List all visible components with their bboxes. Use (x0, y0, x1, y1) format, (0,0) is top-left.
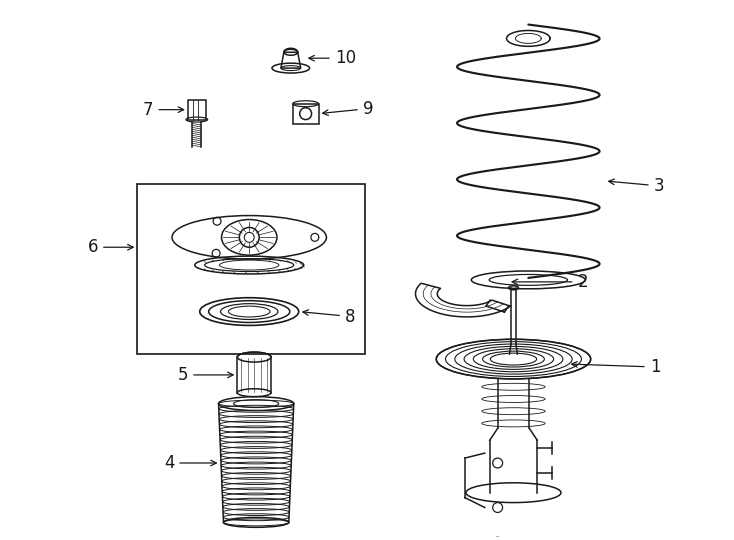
Polygon shape (415, 284, 510, 317)
Text: 2: 2 (512, 273, 588, 291)
Text: 10: 10 (309, 49, 356, 67)
Text: 5: 5 (178, 366, 233, 384)
Text: 1: 1 (572, 358, 661, 376)
Text: 8: 8 (303, 307, 355, 326)
Bar (137, 184, 365, 354)
Bar (293, 104, 319, 124)
Text: 3: 3 (608, 177, 664, 195)
Text: 6: 6 (87, 238, 133, 256)
Text: 9: 9 (323, 100, 374, 118)
Text: 7: 7 (143, 100, 184, 119)
Text: 4: 4 (164, 454, 217, 472)
Bar (188, 100, 206, 119)
